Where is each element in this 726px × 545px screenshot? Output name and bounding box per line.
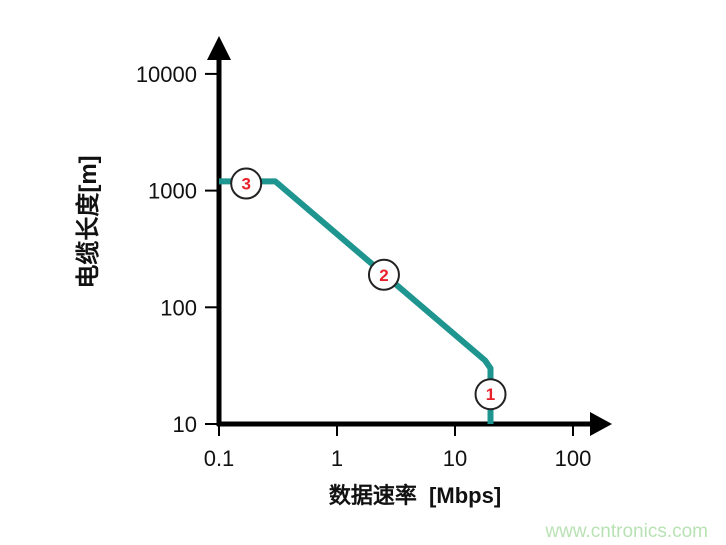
x-axis-label: 数据速率 [Mbps] [329, 483, 501, 508]
marker-1: 1 [474, 378, 507, 411]
ticks: 0.1 1 10 100 10 100 1000 10000 [136, 62, 592, 471]
y-tick-label: 1000 [148, 179, 197, 204]
x-tick-label: 1 [331, 446, 343, 471]
marker-2: 2 [367, 258, 400, 291]
x-tick-label: 10 [443, 446, 467, 471]
x-tick-label: 100 [555, 446, 592, 471]
y-tick-label: 100 [160, 295, 197, 320]
watermark: www.cntronics.com [544, 521, 708, 542]
marker-circle [230, 167, 263, 200]
marker-circle [367, 258, 400, 291]
y-tick-label: 10000 [136, 62, 197, 87]
axes [207, 36, 612, 436]
y-axis-label: 电缆长度[m] [74, 155, 102, 288]
x-tick-label: 0.1 [204, 446, 235, 471]
marker-3: 3 [230, 167, 263, 200]
marker-label: 2 [379, 266, 388, 285]
series-line [219, 178, 494, 424]
y-axis-arrow [207, 36, 231, 60]
x-axis-arrow [590, 412, 612, 436]
markers: 3 2 1 [230, 167, 507, 411]
marker-label: 1 [486, 385, 495, 404]
y-tick-label: 10 [173, 412, 197, 437]
marker-circle [474, 378, 507, 411]
marker-label: 3 [241, 175, 250, 194]
